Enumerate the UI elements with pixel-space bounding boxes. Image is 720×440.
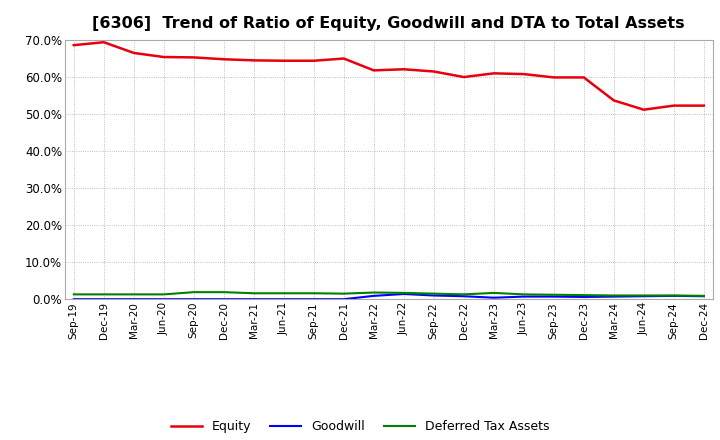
Line: Deferred Tax Assets: Deferred Tax Assets (73, 292, 703, 296)
Equity (490, 71, 498, 76)
Goodwill (69, 297, 78, 302)
Goodwill (519, 294, 528, 299)
Equity (189, 55, 198, 60)
Equity (459, 74, 468, 80)
Equity (369, 68, 378, 73)
Goodwill (99, 297, 108, 302)
Equity (699, 103, 708, 108)
Line: Equity: Equity (73, 42, 703, 110)
Equity (670, 103, 678, 108)
Deferred Tax Assets (310, 291, 318, 296)
Deferred Tax Assets (250, 291, 258, 296)
Goodwill (490, 295, 498, 301)
Goodwill (400, 291, 408, 297)
Deferred Tax Assets (429, 291, 438, 296)
Equity (130, 50, 138, 55)
Goodwill (279, 297, 288, 302)
Deferred Tax Assets (130, 292, 138, 297)
Deferred Tax Assets (99, 292, 108, 297)
Equity (279, 58, 288, 63)
Goodwill (189, 297, 198, 302)
Goodwill (340, 297, 348, 302)
Goodwill (580, 294, 588, 300)
Deferred Tax Assets (279, 291, 288, 296)
Title: [6306]  Trend of Ratio of Equity, Goodwill and DTA to Total Assets: [6306] Trend of Ratio of Equity, Goodwil… (92, 16, 685, 32)
Equity (340, 56, 348, 61)
Equity (310, 58, 318, 63)
Deferred Tax Assets (220, 290, 228, 295)
Legend: Equity, Goodwill, Deferred Tax Assets: Equity, Goodwill, Deferred Tax Assets (166, 415, 554, 438)
Deferred Tax Assets (189, 290, 198, 295)
Goodwill (639, 293, 648, 299)
Goodwill (459, 293, 468, 299)
Goodwill (429, 293, 438, 298)
Goodwill (250, 297, 258, 302)
Equity (99, 40, 108, 45)
Equity (400, 66, 408, 72)
Deferred Tax Assets (459, 292, 468, 297)
Equity (580, 75, 588, 80)
Equity (250, 58, 258, 63)
Equity (519, 71, 528, 77)
Deferred Tax Assets (369, 290, 378, 295)
Goodwill (549, 294, 558, 299)
Deferred Tax Assets (580, 293, 588, 298)
Goodwill (220, 297, 228, 302)
Deferred Tax Assets (670, 293, 678, 298)
Deferred Tax Assets (519, 292, 528, 297)
Goodwill (160, 297, 168, 302)
Goodwill (310, 297, 318, 302)
Equity (429, 69, 438, 74)
Equity (160, 55, 168, 60)
Deferred Tax Assets (69, 292, 78, 297)
Deferred Tax Assets (340, 291, 348, 296)
Goodwill (130, 297, 138, 302)
Goodwill (369, 293, 378, 298)
Deferred Tax Assets (400, 290, 408, 296)
Deferred Tax Assets (609, 293, 618, 298)
Deferred Tax Assets (490, 290, 498, 296)
Goodwill (699, 293, 708, 299)
Line: Goodwill: Goodwill (73, 294, 703, 299)
Equity (220, 57, 228, 62)
Deferred Tax Assets (639, 293, 648, 298)
Equity (609, 98, 618, 103)
Deferred Tax Assets (160, 292, 168, 297)
Equity (639, 107, 648, 112)
Equity (69, 43, 78, 48)
Goodwill (670, 293, 678, 298)
Deferred Tax Assets (699, 293, 708, 298)
Goodwill (609, 294, 618, 299)
Equity (549, 75, 558, 80)
Deferred Tax Assets (549, 292, 558, 297)
